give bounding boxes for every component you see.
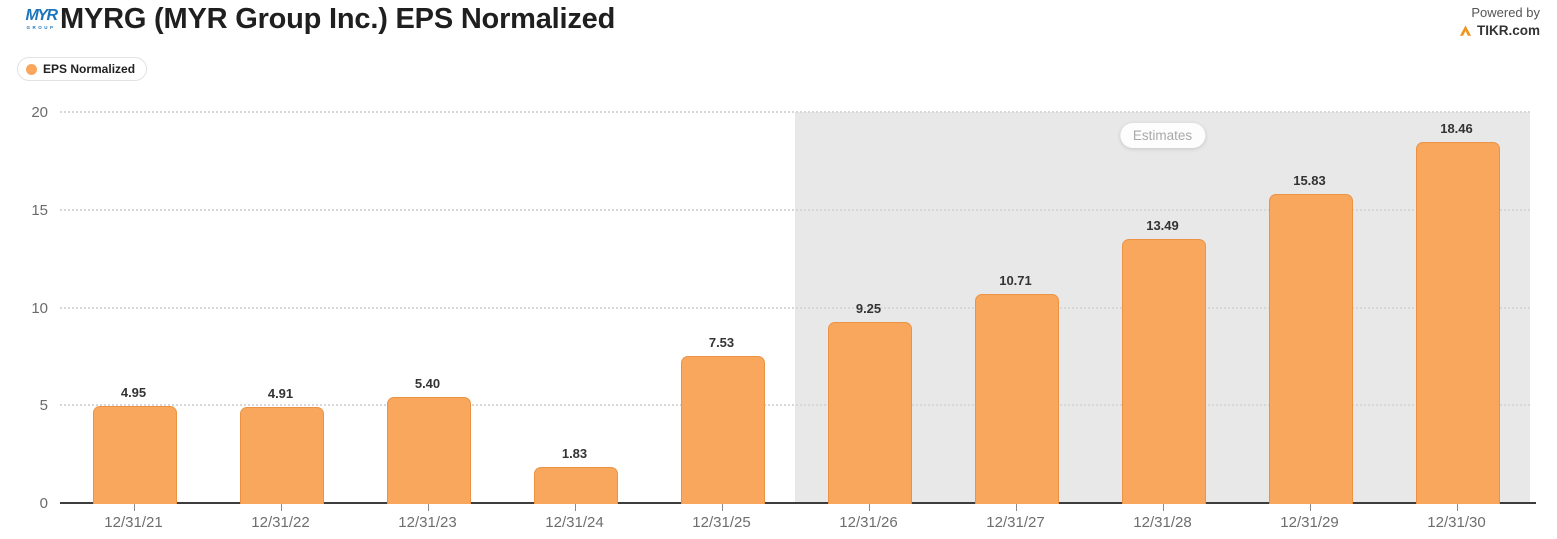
estimates-badge: Estimates: [1119, 123, 1206, 148]
bar-12/31/28[interactable]: [1121, 239, 1206, 504]
chart-title: MYRG (MYR Group Inc.) EPS Normalized: [60, 3, 616, 35]
bar-value-label: 13.49: [1146, 218, 1179, 234]
x-axis-label: 12/31/21: [104, 514, 163, 531]
bar-12/31/29[interactable]: [1268, 193, 1353, 504]
y-axis-label-20: 20: [31, 104, 48, 121]
y-axis-label-15: 15: [31, 201, 48, 219]
x-axis-label: 12/31/23: [398, 514, 457, 531]
legend-eps-normalized[interactable]: EPS Normalized: [17, 57, 148, 81]
bar-value-label: 7.53: [708, 334, 735, 350]
bar-12/31/30[interactable]: [1415, 142, 1500, 504]
bar-value-label: 4.91: [267, 386, 294, 401]
x-axis-line: [60, 502, 1536, 504]
bar-12/31/27[interactable]: [974, 293, 1059, 504]
bar-12/31/21[interactable]: [92, 406, 177, 504]
legend-series-label: EPS Normalized: [43, 62, 136, 76]
bar-12/31/22[interactable]: [239, 407, 324, 504]
gridline-y-5: [60, 404, 1530, 407]
x-axis-tick: [1456, 504, 1458, 511]
bar-value-label: 9.25: [855, 301, 882, 317]
x-axis-label: 12/31/25: [692, 514, 751, 531]
y-axis-label-10: 10: [31, 299, 48, 317]
bar-value-label: 1.83: [561, 446, 588, 462]
x-axis-label: 12/31/26: [839, 514, 898, 531]
legend-series-dot-icon: [26, 63, 37, 75]
powered-by-block: Powered by TIKR.com: [1458, 4, 1540, 38]
tikr-brand-link[interactable]: TIKR.com: [1458, 23, 1540, 38]
x-axis-label: 12/31/27: [986, 514, 1045, 531]
x-axis-label: 12/31/29: [1280, 514, 1339, 531]
y-axis-label-5: 5: [39, 397, 48, 415]
x-axis-tick: [133, 504, 135, 511]
powered-by-text: Powered by: [1471, 5, 1540, 20]
x-axis-tick: [721, 504, 723, 511]
bar-12/31/26[interactable]: [827, 322, 912, 504]
bar-12/31/25[interactable]: [680, 355, 765, 504]
y-axis-label-0: 0: [39, 495, 48, 512]
bar-value-label: 4.95: [120, 385, 147, 401]
tikr-logo-icon: [1458, 24, 1473, 37]
x-axis-label: 12/31/28: [1133, 514, 1192, 531]
x-axis-tick: [1162, 504, 1164, 511]
bar-value-label: 5.40: [414, 376, 441, 392]
gridline-y-10: [60, 306, 1530, 309]
x-axis-label: 12/31/30: [1427, 514, 1486, 531]
x-axis-tick: [1309, 504, 1311, 511]
myr-group-logo: MYR GROUP: [18, 8, 64, 31]
bar-12/31/23[interactable]: [386, 397, 471, 504]
x-axis-tick: [427, 504, 429, 511]
bar-value-label: 18.46: [1440, 121, 1473, 137]
gridline-y-15: [60, 208, 1530, 211]
bar-value-label: 15.83: [1293, 172, 1326, 188]
x-axis-tick: [574, 504, 576, 511]
x-axis-tick: [868, 504, 870, 511]
myr-logo-subtext: GROUP: [26, 25, 56, 30]
x-axis-tick: [1015, 504, 1017, 511]
x-axis-tick: [280, 504, 282, 511]
x-axis-label: 12/31/22: [251, 514, 310, 531]
bar-value-label: 10.71: [999, 272, 1032, 288]
bar-12/31/24[interactable]: [533, 467, 618, 504]
tikr-brand-name: TIKR.com: [1476, 23, 1540, 38]
gridline-y-20: [60, 111, 1530, 113]
myr-logo-text: MYR: [25, 7, 58, 24]
x-axis-label: 12/31/24: [545, 514, 604, 531]
